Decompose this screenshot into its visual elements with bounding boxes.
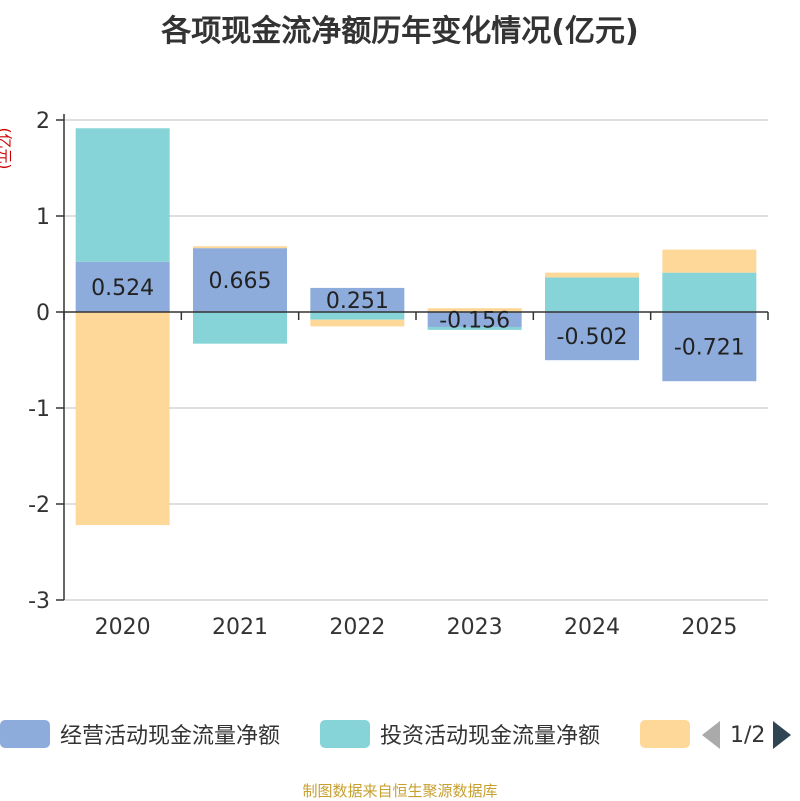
bar-series0-2020[interactable] xyxy=(75,261,170,312)
bar-series2-2024[interactable] xyxy=(545,272,639,278)
x-tick-label: 2021 xyxy=(212,615,268,640)
x-tick-label: 2025 xyxy=(681,615,737,640)
y-tick-label: 1 xyxy=(36,205,50,230)
bar-series1-2022[interactable] xyxy=(310,312,405,320)
legend-swatch-third xyxy=(640,720,690,748)
data-label-2020: 0.524 xyxy=(91,276,154,301)
data-label-2022: 0.251 xyxy=(326,289,389,314)
x-tick-label: 2023 xyxy=(447,615,503,640)
legend-item-third[interactable] xyxy=(640,716,700,752)
legend-prev-page-icon[interactable] xyxy=(702,721,720,749)
bar-series2-2022[interactable] xyxy=(310,319,405,327)
y-tick-label: 0 xyxy=(36,301,50,326)
bar-series0-2024[interactable] xyxy=(545,312,639,361)
data-label-2025: -0.721 xyxy=(674,336,745,361)
legend-item-investing[interactable]: 投资活动现金流量净额 xyxy=(320,716,600,752)
bar-series1-2021[interactable] xyxy=(193,312,287,344)
y-tick-label: -1 xyxy=(28,397,50,422)
data-label-2024: -0.502 xyxy=(557,325,628,350)
y-tick-label: -2 xyxy=(28,493,50,518)
legend-pager: 1/2 xyxy=(702,720,792,750)
bar-series1-2024[interactable] xyxy=(545,277,639,312)
data-label-2023: -0.156 xyxy=(439,308,510,333)
legend: 经营活动现金流量净额 投资活动现金流量净额 1/2 xyxy=(0,716,800,752)
x-tick-label: 2022 xyxy=(329,615,385,640)
bar-series0-2025[interactable] xyxy=(662,312,757,382)
bar-layer xyxy=(75,128,757,526)
y-tick-label: -3 xyxy=(28,589,50,614)
legend-next-page-icon[interactable] xyxy=(773,721,792,749)
y-tick-label: 2 xyxy=(36,109,50,134)
bar-series0-2022[interactable] xyxy=(310,287,405,312)
bar-series2-2025[interactable] xyxy=(662,249,757,273)
bar-series2-2020[interactable] xyxy=(75,312,170,526)
legend-label-investing: 投资活动现金流量净额 xyxy=(380,724,601,749)
legend-swatch-operating xyxy=(0,720,50,748)
x-tick-label: 2020 xyxy=(95,615,151,640)
bar-series1-2020[interactable] xyxy=(75,128,170,262)
bar-series2-2023[interactable] xyxy=(427,308,522,312)
bar-series2-2021[interactable] xyxy=(193,246,287,249)
x-tick-label: 2024 xyxy=(564,615,620,640)
data-source-footer: 制图数据来自恒生聚源数据库 xyxy=(302,782,498,800)
axis-layer: 2 1 0 -1 -2 -3 2020 2021 2022 2023 2024 2025 xyxy=(28,109,769,640)
bar-series1-2025[interactable] xyxy=(662,272,757,312)
bar-series0-2023[interactable] xyxy=(427,312,522,327)
legend-swatch-investing xyxy=(320,720,370,748)
chart-title: 各项现金流净额历年变化情况(亿元) xyxy=(161,14,639,49)
bar-series0-2021[interactable] xyxy=(193,248,287,312)
legend-item-operating[interactable]: 经营活动现金流量净额 xyxy=(0,716,280,752)
data-label-layer: 0.524 0.665 0.251 -0.156 -0.502 -0.721 xyxy=(91,269,745,361)
legend-label-operating: 经营活动现金流量净额 xyxy=(60,724,281,749)
legend-page-indicator: 1/2 xyxy=(730,722,766,748)
grid-lines xyxy=(64,119,768,601)
data-label-2021: 0.665 xyxy=(209,269,272,294)
bar-series1-2023[interactable] xyxy=(427,326,522,330)
